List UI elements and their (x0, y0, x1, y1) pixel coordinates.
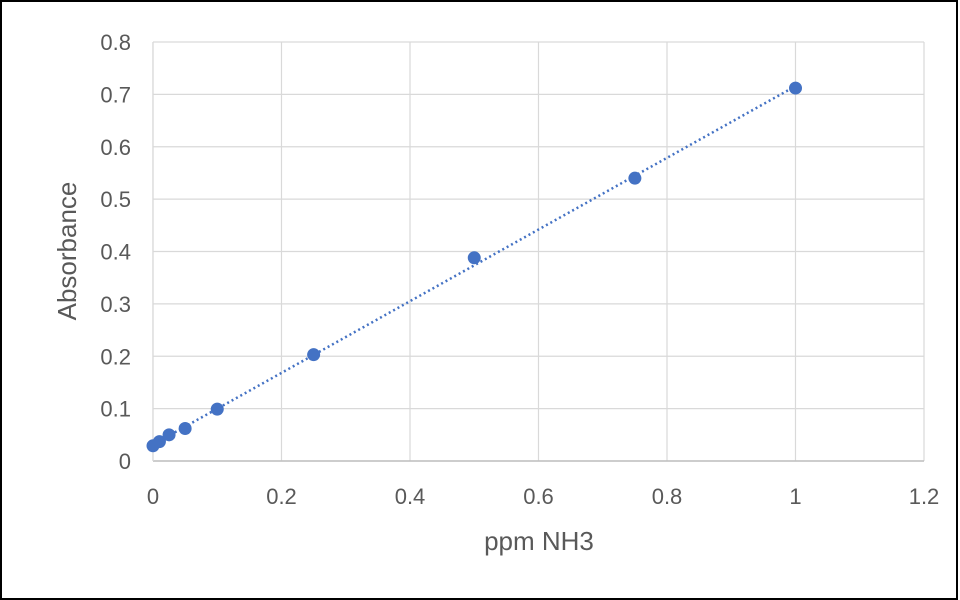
data-point (162, 428, 176, 442)
y-tick-labels: 0 0.1 0.2 0.3 0.4 0.5 0.6 0.7 0.8 (100, 30, 131, 474)
data-point (307, 348, 321, 362)
trendline-layer (152, 85, 797, 446)
x-axis-title: ppm NH3 (484, 526, 594, 556)
x-tick-label: 0 (147, 484, 159, 509)
x-tick-label: 0.2 (266, 484, 297, 509)
data-point (210, 402, 224, 416)
y-tick-label: 0.1 (100, 397, 131, 422)
y-tick-label: 0.5 (100, 187, 131, 212)
x-tick-label: 1.2 (909, 484, 940, 509)
y-tick-label: 0 (119, 449, 131, 474)
x-tick-label: 0.6 (523, 484, 554, 509)
x-tick-labels: 0 0.2 0.4 0.6 0.8 1 1.2 (147, 484, 939, 509)
x-tick-label: 0.8 (652, 484, 683, 509)
y-tick-label: 0.7 (100, 82, 131, 107)
data-point (467, 251, 481, 265)
data-point (628, 171, 642, 185)
data-point (178, 422, 192, 436)
x-tick-label: 1 (789, 484, 801, 509)
y-tick-label: 0.6 (100, 135, 131, 160)
trendline (152, 85, 797, 446)
y-tick-label: 0.4 (100, 240, 131, 265)
y-axis-title: Absorbance (52, 182, 82, 321)
y-tick-label: 0.8 (100, 30, 131, 55)
x-tick-label: 0.4 (395, 484, 426, 509)
grid-lines (152, 41, 925, 462)
y-tick-label: 0.3 (100, 292, 131, 317)
data-point (152, 435, 166, 449)
scatter-chart: 0 0.2 0.4 0.6 0.8 1 1.2 0 0.1 0.2 0.3 0.4 0.5 0.6 0.7… (52, 30, 939, 556)
data-point (789, 81, 802, 95)
data-points (146, 81, 802, 453)
y-tick-label: 0.2 (100, 344, 131, 369)
